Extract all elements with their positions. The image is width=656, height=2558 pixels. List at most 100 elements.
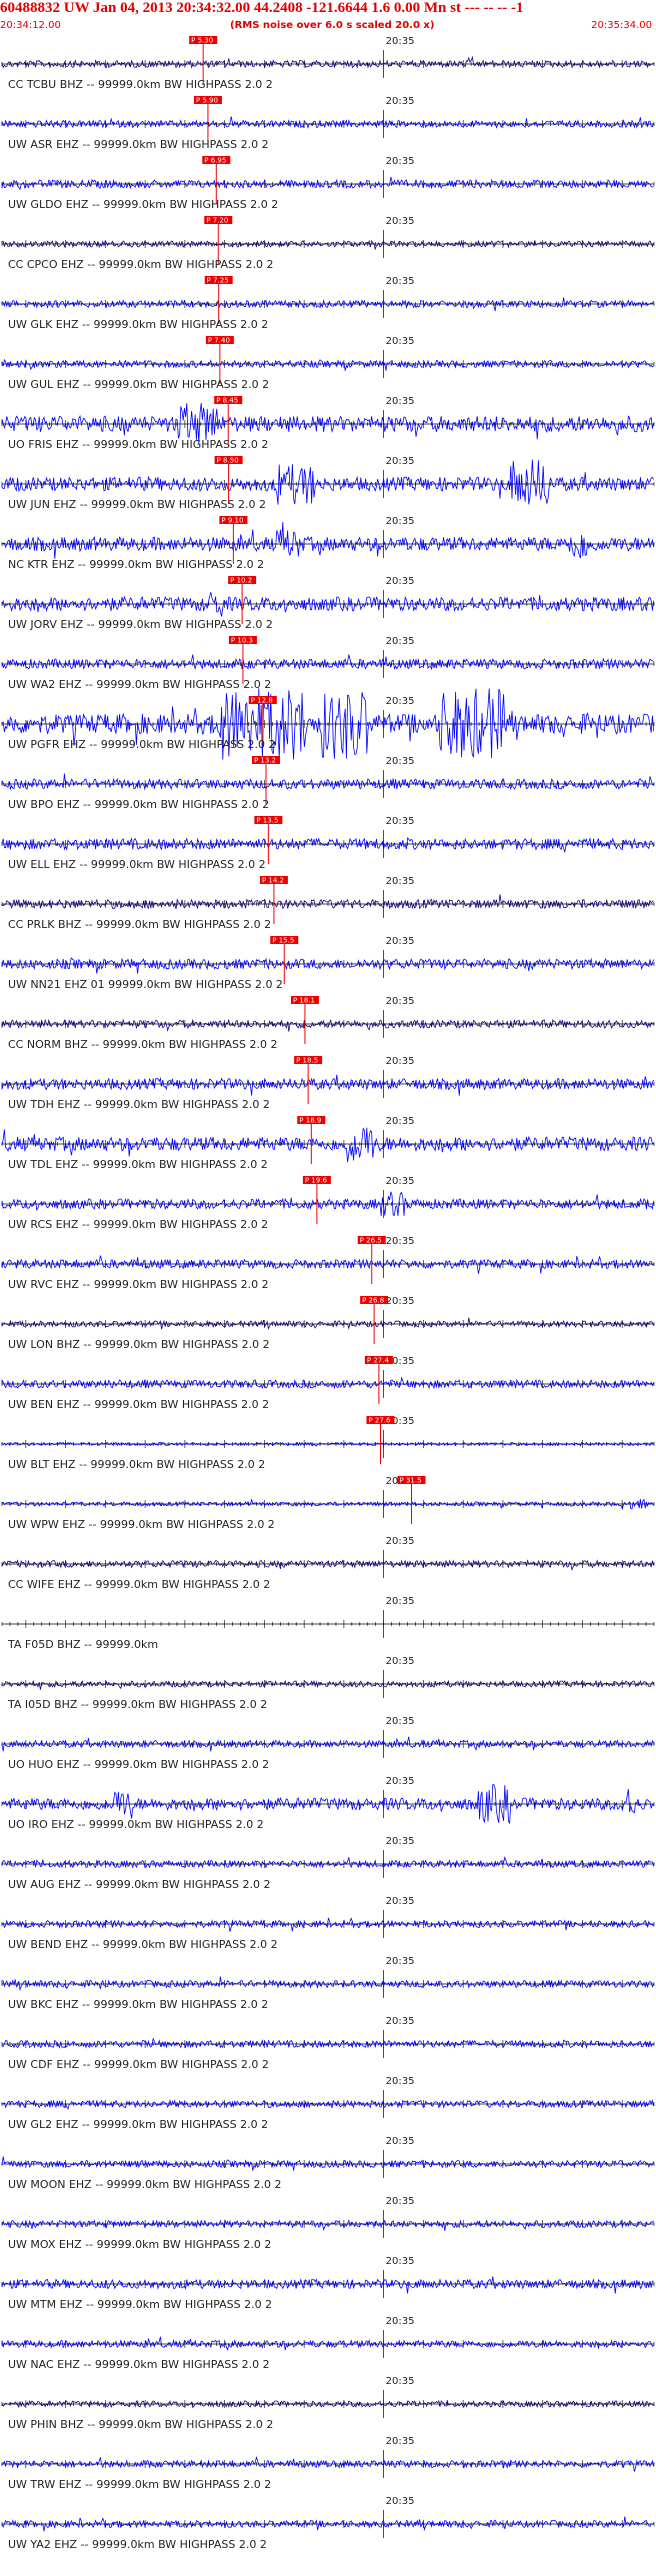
station-label: UW WPW EHZ -- 99999.0km BW HIGHPASS 2.0 …	[8, 1518, 275, 1531]
pick-label: P 27.6	[368, 1417, 391, 1425]
trace-row: 20:35 UW MTM EHZ -- 99999.0km BW HIGHPASS…	[1, 2256, 655, 2311]
trace-row: 20:35 P 10.3 UW WA2 EHZ -- 99999.0km BW HI…	[1, 636, 655, 691]
station-label: UW JUN EHZ -- 99999.0km BW HIGHPASS 2.0 …	[8, 498, 266, 511]
station-label: UW BPO EHZ -- 99999.0km BW HIGHPASS 2.0 …	[8, 798, 269, 811]
minute-label: 20:35	[386, 1416, 415, 1427]
trace-row: 20:35 P 13.5 UW ELL EHZ -- 99999.0km BW HI…	[1, 816, 655, 871]
minute-label: 20:35	[386, 1596, 415, 1607]
pick-marker-icon	[204, 276, 233, 284]
station-label: UW MTM EHZ -- 99999.0km BW HIGHPASS 2.0 …	[8, 2298, 272, 2311]
waveform	[1, 1255, 654, 1274]
trace-row: 20:35 P 18.1 CC NORM BHZ -- 99999.0km BW H…	[1, 996, 655, 1051]
trace-row: 20:35 UO IRO EHZ -- 99999.0km BW HIGHPASS…	[1, 1776, 655, 1831]
seismogram-traces: 20:35 P 5.30 CC TCBU BHZ -- 99999.0km BW H…	[1, 36, 655, 2551]
start-time: 20:34:12.00	[0, 20, 61, 31]
waveform	[1, 239, 654, 251]
station-label: UW BEN EHZ -- 99999.0km BW HIGHPASS 2.0 …	[8, 1398, 269, 1411]
minute-label: 20:35	[386, 1176, 415, 1187]
minute-label: 20:35	[386, 2256, 415, 2267]
pick-label: P 8.45	[216, 397, 238, 405]
station-label: CC CPCO EHZ -- 99999.0km BW HIGHPASS 2.0…	[8, 258, 274, 271]
waveform	[1, 459, 654, 505]
trace-row: 20:35 P 7.25 UW GLK EHZ -- 99999.0km BW HI…	[1, 276, 655, 331]
station-label: UW PHIN BHZ -- 99999.0km BW HIGHPASS 2.0…	[8, 2418, 273, 2431]
trace-row: 20:35 P 18.9 UW TDL EHZ -- 99999.0km BW HI…	[1, 1116, 655, 1171]
station-label: CC WIFE EHZ -- 99999.0km BW HIGHPASS 2.0…	[8, 1578, 270, 1591]
waveform	[1, 894, 654, 910]
station-label: UW GLDO EHZ -- 99999.0km BW HIGHPASS 2.0…	[8, 198, 278, 211]
trace-row: 20:35 TA I05D BHZ -- 99999.0km BW HIGHPAS…	[1, 1656, 655, 1711]
pick-marker-icon	[202, 156, 231, 164]
pick-marker-icon	[297, 1116, 326, 1124]
station-label: UW NAC EHZ -- 99999.0km BW HIGHPASS 2.0 …	[8, 2358, 270, 2371]
end-time: 20:35:34.00	[591, 20, 652, 31]
waveform	[1, 1441, 654, 1447]
pick-label: P 5.90	[196, 97, 218, 105]
pick-label: P 7.20	[206, 217, 228, 225]
station-label: UW WA2 EHZ -- 99999.0km BW HIGHPASS 2.0 …	[8, 678, 271, 691]
waveform	[1, 688, 654, 760]
trace-row: 20:35 UW AUG EHZ -- 99999.0km BW HIGHPASS…	[1, 1836, 655, 1891]
pick-marker-icon	[366, 1416, 395, 1424]
waveform	[1, 1074, 654, 1096]
trace-row: 20:35 UW CDF EHZ -- 99999.0km BW HIGHPASS…	[1, 2016, 655, 2071]
waveform	[1, 402, 654, 444]
waveform	[1, 773, 654, 791]
minute-label: 20:35	[386, 816, 415, 827]
station-label: UW GL2 EHZ -- 99999.0km BW HIGHPASS 2.0 …	[8, 2118, 268, 2131]
pick-label: P 18.1	[293, 997, 315, 1005]
waveform	[1, 654, 654, 671]
pick-marker-icon	[214, 396, 243, 404]
pick-label: P 18.5	[296, 1057, 318, 1065]
minute-label: 20:35	[386, 216, 415, 227]
station-label: UW RVC EHZ -- 99999.0km BW HIGHPASS 2.0 …	[8, 1278, 269, 1291]
trace-row: 20:35 P 8.45 UO FRIS EHZ -- 99999.0km BW H…	[1, 396, 655, 451]
waveform	[1, 1498, 654, 1511]
minute-label: 20:35	[386, 936, 415, 947]
waveform	[1, 2037, 654, 2050]
trace-row: 20:35 P 26.5 UW RVC EHZ -- 99999.0km BW HI…	[1, 1236, 655, 1291]
trace-row: 20:35 P 19.6 UW RCS EHZ -- 99999.0km BW HI…	[1, 1176, 655, 1231]
pick-marker-icon	[193, 96, 222, 104]
minute-label: 20:35	[386, 2436, 415, 2447]
minute-label: 20:35	[386, 336, 415, 347]
trace-row: 20:35 P 15.5 UW NN21 EHZ 01 99999.0km BW H…	[1, 936, 655, 991]
minute-label: 20:35	[386, 1356, 415, 1367]
pick-marker-icon	[290, 996, 319, 1004]
minute-label: 20:35	[386, 1776, 415, 1787]
minute-label: 20:35	[386, 576, 415, 587]
pick-marker-icon	[204, 216, 233, 224]
waveform	[1, 1784, 654, 1825]
trace-row: 20:35 UW MOON EHZ -- 99999.0km BW HIGHPAS…	[1, 2136, 655, 2191]
minute-label: 20:35	[386, 456, 415, 467]
trace-row: 20:35 P 12.8 UW PGFR EHZ -- 99999.0km BW H…	[1, 688, 655, 760]
trace-row: 20:35P 31.5UW WPW EHZ -- 99999.0km BW HI…	[1, 1476, 655, 1531]
station-label: UO IRO EHZ -- 99999.0km BW HIGHPASS 2.0 …	[8, 1818, 264, 1831]
station-label: UW TDH EHZ -- 99999.0km BW HIGHPASS 2.0 …	[8, 1098, 270, 1111]
pick-marker-icon	[228, 636, 257, 644]
pick-label: P 6.95	[204, 157, 226, 165]
waveform	[1, 1736, 654, 1752]
waveform	[1, 1559, 654, 1571]
pick-label: P 27.4	[367, 1357, 390, 1365]
station-label: UW MOON EHZ -- 99999.0km BW HIGHPASS 2.0…	[8, 2178, 281, 2191]
minute-label: 20:35	[386, 2196, 415, 2207]
minute-label: 20:35	[386, 36, 415, 47]
minute-label: 20:35	[386, 1536, 415, 1547]
trace-row: 20:35 P 9.10 NC KTR EHZ -- 99999.0km BW HI…	[1, 516, 655, 571]
station-label: UW PGFR EHZ -- 99999.0km BW HIGHPASS 2.0…	[8, 738, 276, 751]
pick-marker-icon	[364, 1356, 393, 1364]
minute-label: 20:35	[386, 2016, 415, 2027]
waveform	[1, 1317, 654, 1331]
station-label: TA F05D BHZ -- 99999.0km	[7, 1638, 158, 1651]
pick-label: P 13.5	[256, 817, 278, 825]
waveform	[1, 592, 654, 617]
waveform	[1, 2336, 654, 2351]
trace-row: 20:35 UW BEND EHZ -- 99999.0km BW HIGHPAS…	[1, 1896, 655, 1951]
trace-row: 20:35 P 6.95 UW GLDO EHZ -- 99999.0km BW H…	[1, 156, 655, 211]
station-label: UW RCS EHZ -- 99999.0km BW HIGHPASS 2.0 …	[8, 1218, 268, 1231]
rms-note: (RMS noise over 6.0 s scaled 20.0 x)	[230, 20, 435, 31]
pick-label: P 14.2	[262, 877, 284, 885]
trace-row: 20:35 P 8.50 UW JUN EHZ -- 99999.0km BW HI…	[1, 456, 655, 511]
waveform	[1, 116, 654, 129]
